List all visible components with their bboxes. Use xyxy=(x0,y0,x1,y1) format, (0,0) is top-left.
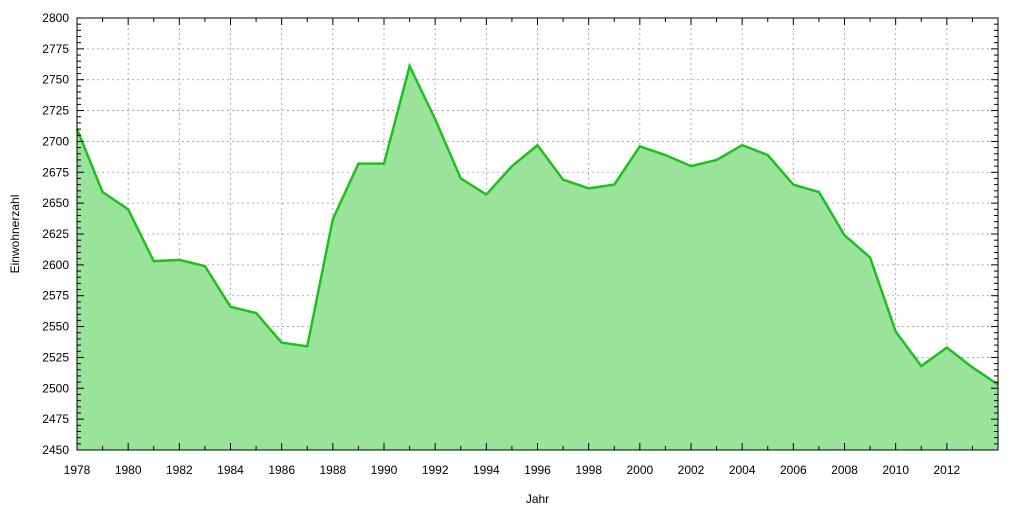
x-tick-label: 2008 xyxy=(831,463,858,477)
x-tick-label: 1990 xyxy=(371,463,398,477)
x-tick-label: 2006 xyxy=(780,463,807,477)
x-tick-label: 1982 xyxy=(166,463,193,477)
x-tick-label: 1986 xyxy=(268,463,295,477)
x-tick-label: 2012 xyxy=(933,463,960,477)
y-tick-label: 2775 xyxy=(42,42,69,56)
y-tick-label: 2650 xyxy=(42,196,69,210)
y-tick-label: 2675 xyxy=(42,165,69,179)
y-tick-label: 2750 xyxy=(42,73,69,87)
x-axis-label: Jahr xyxy=(526,492,549,506)
y-tick-label: 2525 xyxy=(42,350,69,364)
x-tick-label: 1978 xyxy=(64,463,91,477)
x-tick-label: 1998 xyxy=(575,463,602,477)
x-tick-label: 2010 xyxy=(882,463,909,477)
x-tick-label: 2002 xyxy=(678,463,705,477)
y-tick-label: 2625 xyxy=(42,227,69,241)
y-tick-label: 2450 xyxy=(42,443,69,457)
y-tick-label: 2725 xyxy=(42,104,69,118)
axis-ticks xyxy=(76,17,999,451)
x-tick-label: 1980 xyxy=(115,463,142,477)
x-tick-label: 1996 xyxy=(524,463,551,477)
series-line xyxy=(75,62,999,386)
plot-frame xyxy=(76,17,999,451)
x-tick-labels: 1978 1980 1982 1984 1986 1988 1990 1992 1994 1996… xyxy=(64,463,961,477)
x-tick-label: 1992 xyxy=(422,463,449,477)
x-tick-label: 1988 xyxy=(319,463,346,477)
y-axis-label: Einwohnerzahl xyxy=(8,195,22,274)
x-tick-label: 2000 xyxy=(626,463,653,477)
y-tick-label: 2500 xyxy=(42,381,69,395)
y-tick-label: 2475 xyxy=(42,412,69,426)
y-tick-label: 2700 xyxy=(42,134,69,148)
x-tick-label: 2004 xyxy=(729,463,756,477)
x-tick-label: 1994 xyxy=(473,463,500,477)
y-tick-label: 2550 xyxy=(42,320,69,334)
y-tick-label: 2800 xyxy=(42,11,69,25)
x-tick-label: 1984 xyxy=(217,463,244,477)
area-fill xyxy=(77,66,998,450)
y-tick-label: 2600 xyxy=(42,258,69,272)
y-tick-labels: 2450 2475 2500 2525 2550 2575 2600 2625 2650 2675… xyxy=(42,11,69,457)
y-tick-label: 2575 xyxy=(42,289,69,303)
